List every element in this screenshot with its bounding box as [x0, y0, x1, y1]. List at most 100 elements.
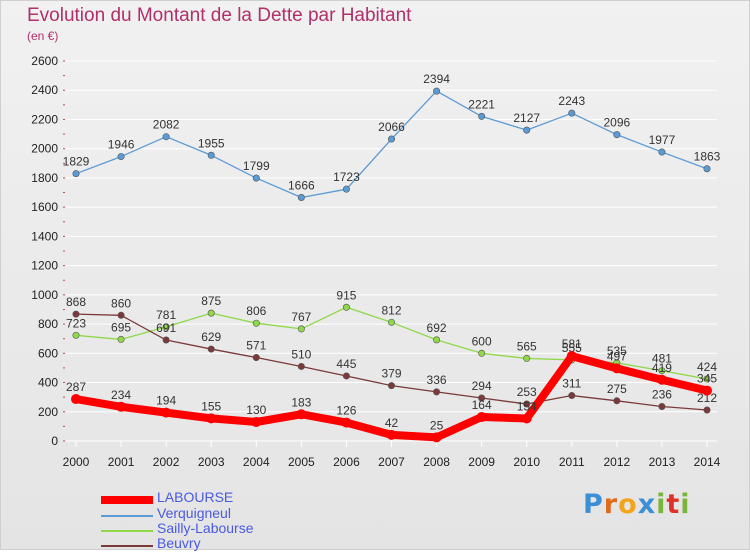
x-tick-label: 2010 — [513, 455, 540, 469]
y-tick-label: 200 — [38, 405, 58, 419]
data-label: 2394 — [423, 72, 450, 86]
y-tick-label: 1000 — [31, 288, 58, 302]
logo-letter: i — [680, 489, 691, 520]
y-tick-label: 2000 — [31, 142, 58, 156]
x-tick-label: 2006 — [333, 455, 360, 469]
data-label: 868 — [66, 295, 86, 309]
data-label: 806 — [246, 304, 266, 318]
x-tick-label: 2012 — [604, 455, 631, 469]
chart-subtitle: (en €) — [27, 29, 59, 43]
data-label: 25 — [430, 418, 444, 432]
data-point — [703, 406, 711, 414]
data-label: 481 — [652, 352, 672, 366]
data-point — [342, 303, 350, 311]
data-label: 2082 — [153, 118, 180, 132]
data-point — [387, 135, 395, 143]
data-label: 155 — [201, 399, 221, 413]
x-tick-label: 2013 — [649, 455, 676, 469]
data-label: 535 — [607, 344, 627, 358]
data-label: 497 — [607, 349, 627, 363]
data-label: 2066 — [378, 120, 405, 134]
y-tick-label: 2200 — [31, 112, 58, 126]
data-label: 130 — [246, 403, 266, 417]
data-label: 2127 — [513, 111, 540, 125]
data-point — [611, 363, 622, 374]
data-point — [523, 354, 531, 362]
data-point — [117, 153, 125, 161]
data-point — [162, 133, 170, 141]
data-label: 723 — [66, 316, 86, 330]
data-label: 42 — [385, 416, 399, 430]
data-label: 2221 — [468, 97, 495, 111]
data-point — [656, 374, 667, 385]
data-label: 419 — [652, 361, 672, 375]
data-label: 234 — [111, 388, 131, 402]
data-label: 1799 — [243, 159, 270, 173]
y-tick-label: 1400 — [31, 229, 58, 243]
series-line-verquigneul — [75, 90, 708, 199]
data-point — [161, 407, 172, 418]
data-label: 629 — [201, 330, 221, 344]
data-point — [658, 367, 666, 375]
data-point — [207, 309, 215, 317]
y-tick-label: 1200 — [31, 259, 58, 273]
data-point — [252, 174, 260, 182]
data-label: 126 — [336, 404, 356, 418]
x-tick-label: 2003 — [198, 455, 225, 469]
logo-letter: x — [637, 489, 657, 520]
legend-label: Beuvry — [157, 535, 201, 551]
data-point — [207, 151, 215, 159]
y-tick-label: 600 — [38, 346, 58, 360]
data-point — [478, 349, 486, 357]
data-point — [568, 392, 576, 400]
data-point — [297, 194, 305, 202]
data-point — [252, 354, 260, 362]
data-point — [431, 432, 442, 443]
data-label: 379 — [381, 367, 401, 381]
data-label: 581 — [562, 337, 582, 351]
data-point — [568, 109, 576, 117]
x-tick-label: 2014 — [694, 455, 721, 469]
data-point — [341, 417, 352, 428]
legend-label: Sailly-Labourse — [157, 520, 254, 536]
x-tick-label: 2011 — [559, 455, 585, 469]
data-point — [613, 397, 621, 405]
x-tick-label: 2001 — [108, 455, 135, 469]
data-point — [297, 362, 305, 370]
data-point — [433, 336, 441, 344]
y-tick-label: 0 — [51, 434, 58, 448]
data-label: 860 — [111, 296, 131, 310]
data-label: 1723 — [333, 170, 360, 184]
logo-letter: i — [656, 489, 667, 520]
y-tick-label: 2600 — [31, 54, 58, 68]
data-point — [206, 413, 217, 424]
data-label: 311 — [562, 377, 581, 391]
data-label: 294 — [472, 379, 492, 393]
data-point — [72, 170, 80, 178]
data-point — [387, 382, 395, 390]
data-point — [72, 310, 80, 318]
data-point — [296, 409, 307, 420]
data-point — [478, 112, 486, 120]
data-point — [433, 388, 441, 396]
legend-swatch — [101, 545, 153, 547]
data-label: 336 — [427, 373, 447, 387]
data-point — [703, 165, 711, 173]
logo-letter: t — [666, 489, 681, 520]
data-label: 1946 — [108, 138, 135, 152]
x-tick-label: 2007 — [378, 455, 405, 469]
data-point — [117, 311, 125, 319]
data-label: 345 — [697, 372, 717, 386]
data-label: 164 — [472, 398, 492, 412]
x-tick-label: 2008 — [423, 455, 450, 469]
data-label: 253 — [517, 385, 537, 399]
data-label: 1977 — [649, 133, 676, 147]
data-label: 1829 — [63, 155, 90, 169]
data-label: 875 — [201, 294, 221, 308]
data-point — [387, 318, 395, 326]
data-point — [523, 126, 531, 134]
data-point — [521, 413, 532, 424]
logo-letter: o — [618, 489, 638, 520]
x-tick-label: 2009 — [468, 455, 495, 469]
